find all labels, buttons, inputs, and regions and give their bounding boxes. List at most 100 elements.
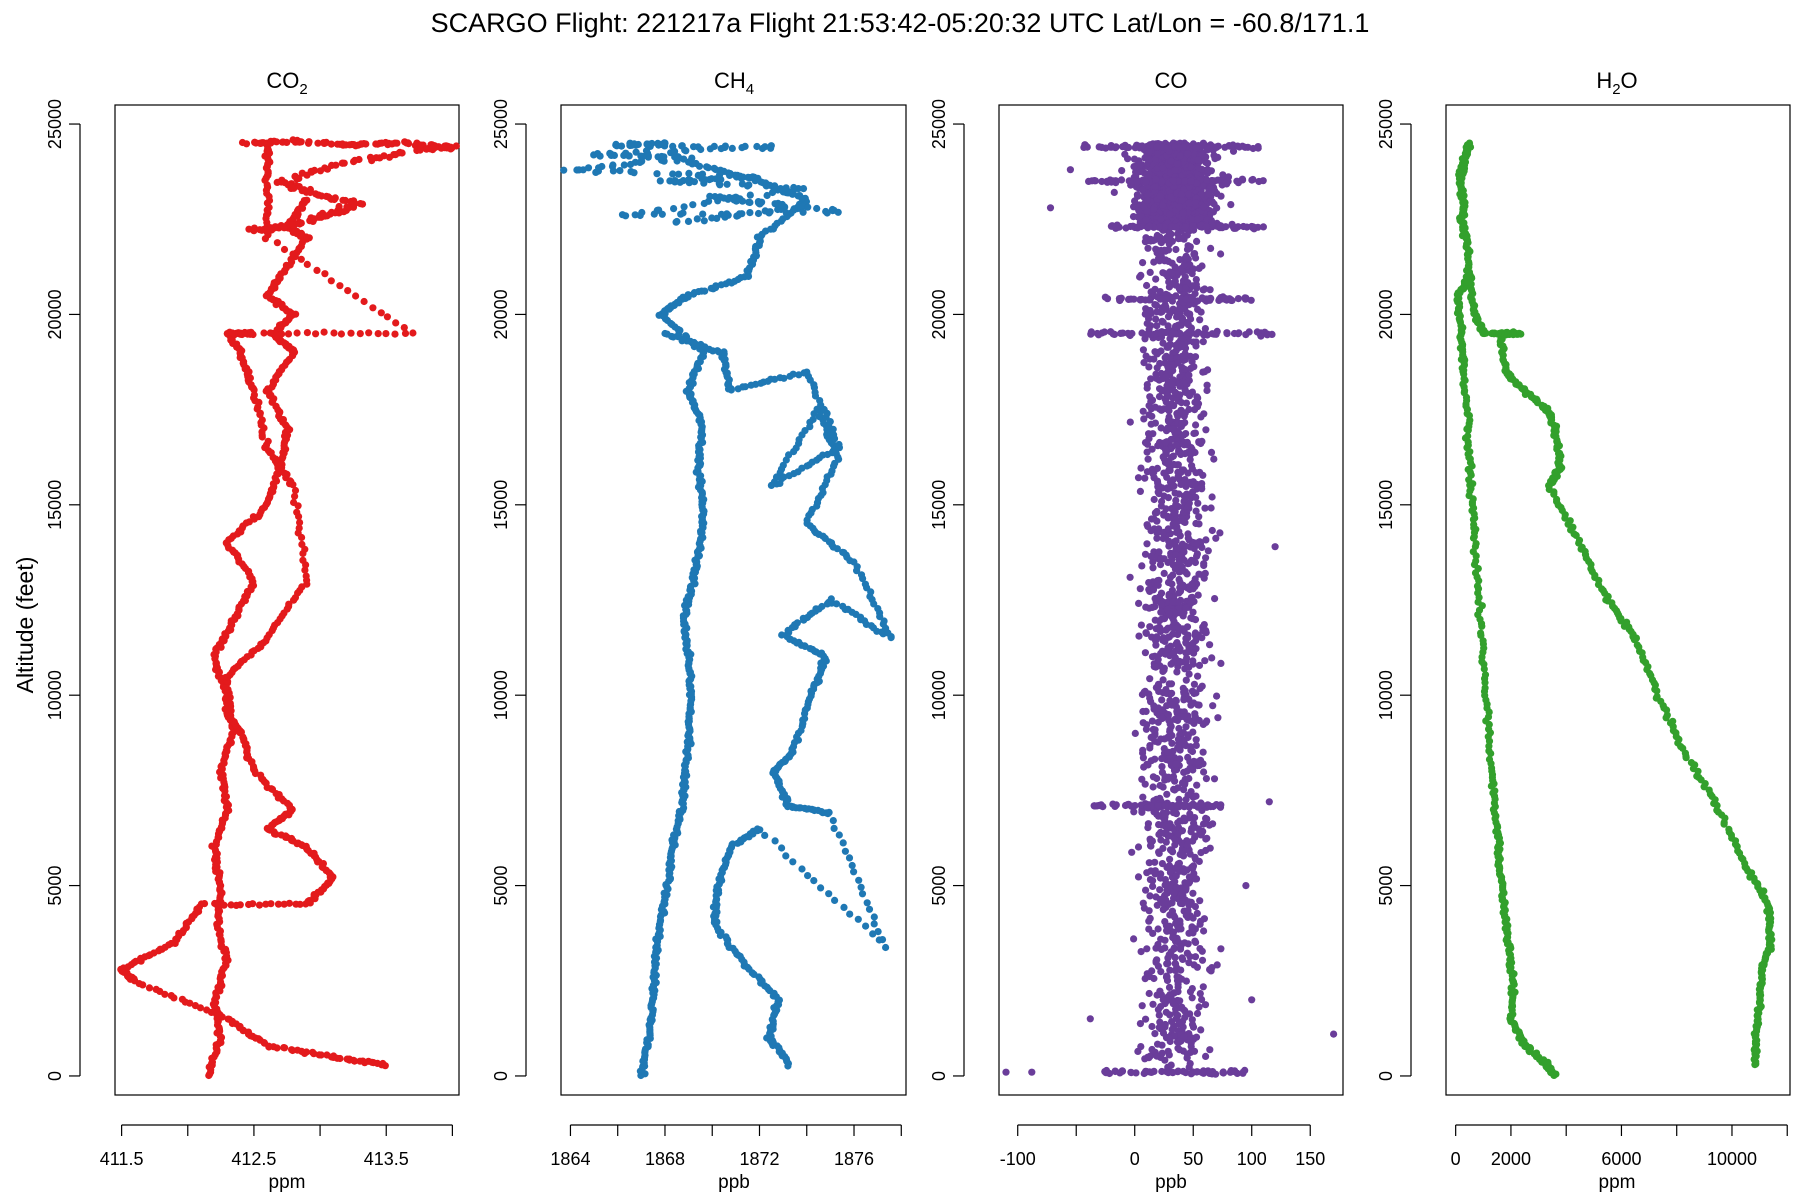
data-point xyxy=(1187,701,1195,709)
data-point xyxy=(1193,1009,1202,1018)
data-point xyxy=(778,201,786,209)
data-point xyxy=(1149,430,1157,438)
data-point xyxy=(1189,837,1197,845)
data-point xyxy=(1154,479,1162,487)
panel-title-sub: 2 xyxy=(299,81,307,98)
data-point xyxy=(1194,758,1202,766)
data-point xyxy=(1190,1047,1199,1055)
y-tick-label: 10000 xyxy=(929,670,949,720)
data-point xyxy=(1169,571,1177,579)
data-point xyxy=(669,170,677,178)
data-point xyxy=(626,160,635,169)
data-point xyxy=(1170,460,1178,469)
data-point xyxy=(1141,649,1149,657)
data-point xyxy=(1174,412,1182,420)
data-point xyxy=(1187,746,1195,754)
data-point xyxy=(1185,670,1193,678)
x-tick-label: 0 xyxy=(1130,1149,1140,1169)
data-point xyxy=(1207,504,1215,512)
data-point xyxy=(1192,254,1200,262)
data-point xyxy=(1159,269,1167,277)
data-point xyxy=(1139,346,1147,354)
data-point xyxy=(293,329,301,337)
data-point xyxy=(1134,843,1143,851)
data-point xyxy=(1202,1052,1210,1060)
data-point xyxy=(341,196,349,205)
data-point xyxy=(1148,1045,1156,1054)
x-tick-label: 1876 xyxy=(834,1149,874,1169)
x-tick-label: 50 xyxy=(1183,1149,1203,1169)
data-point xyxy=(200,900,209,908)
y-tick-label: 15000 xyxy=(45,480,65,530)
y-tick-label: 20000 xyxy=(929,289,949,339)
data-point xyxy=(1175,284,1183,292)
data-point xyxy=(738,210,746,218)
data-point xyxy=(598,162,606,171)
data-point xyxy=(320,139,328,147)
data-point xyxy=(343,1055,351,1063)
data-point xyxy=(786,372,794,380)
data-point xyxy=(1193,550,1201,558)
data-point xyxy=(277,831,285,839)
x-tick-label: 411.5 xyxy=(100,1149,144,1169)
data-point xyxy=(669,142,677,150)
data-point xyxy=(178,995,186,1003)
data-point xyxy=(1194,672,1202,680)
data-point xyxy=(1151,858,1159,866)
data-point xyxy=(191,1002,199,1010)
data-point xyxy=(1137,464,1145,472)
data-point xyxy=(850,868,858,876)
data-point xyxy=(1208,964,1216,972)
data-point xyxy=(1208,526,1216,535)
data-point xyxy=(1134,192,1142,200)
data-point xyxy=(1157,600,1165,608)
data-point xyxy=(349,203,358,211)
data-point xyxy=(620,161,628,169)
data-point xyxy=(1177,480,1185,488)
data-point xyxy=(1158,696,1166,704)
panel-title: CO2 xyxy=(266,68,307,98)
data-point xyxy=(1187,599,1195,607)
data-point xyxy=(1186,810,1194,818)
data-point xyxy=(1149,773,1157,781)
data-point xyxy=(1217,945,1225,953)
data-point xyxy=(1154,940,1162,949)
data-point xyxy=(1149,237,1157,245)
data-point xyxy=(584,164,593,172)
y-tick-label: 15000 xyxy=(491,480,511,530)
data-point xyxy=(1159,386,1167,395)
data-point xyxy=(152,985,160,994)
data-point xyxy=(1160,405,1168,413)
data-point xyxy=(1141,474,1149,482)
data-point xyxy=(1217,192,1225,200)
data-point xyxy=(285,899,293,907)
data-point xyxy=(1198,947,1206,955)
data-point xyxy=(746,191,754,199)
data-point xyxy=(753,142,761,151)
data-point xyxy=(1168,453,1176,461)
data-point xyxy=(1188,994,1196,1002)
data-point xyxy=(1157,246,1165,255)
data-point xyxy=(289,250,297,258)
data-point xyxy=(1174,544,1182,553)
data-point xyxy=(1190,363,1198,371)
data-point xyxy=(630,169,638,177)
data-point xyxy=(1155,1011,1163,1019)
data-point xyxy=(1192,507,1200,515)
data-point xyxy=(1182,252,1190,260)
data-point xyxy=(762,182,771,190)
data-point xyxy=(314,139,322,147)
data-point xyxy=(1196,920,1204,928)
data-point xyxy=(1186,764,1194,772)
data-point xyxy=(1185,371,1193,379)
data-point xyxy=(1175,1020,1183,1028)
data-point xyxy=(1126,573,1134,581)
data-point xyxy=(761,143,769,151)
x-axis: -100 0 50 100 150 xyxy=(1000,1124,1325,1169)
data-point xyxy=(829,817,837,825)
data-point xyxy=(1168,586,1176,594)
data-point xyxy=(1177,450,1185,459)
data-point xyxy=(1149,929,1157,938)
